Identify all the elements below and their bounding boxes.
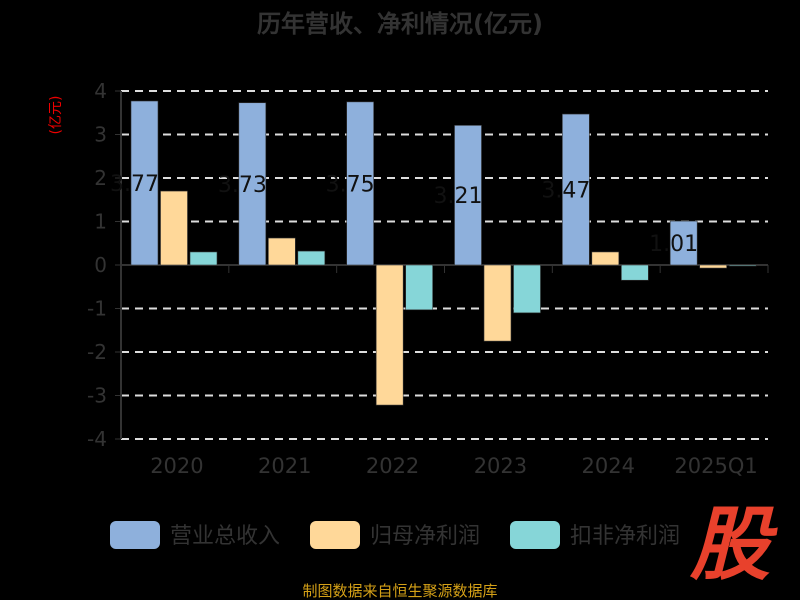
legend-swatch: [510, 521, 560, 549]
bar-1: [591, 251, 620, 266]
y-tick-label: -1: [87, 297, 107, 321]
x-tick-label: 2020: [150, 454, 203, 478]
bar-2: [513, 264, 541, 314]
bar-0: [454, 125, 482, 266]
y-tick-label: 4: [94, 79, 107, 103]
x-tick-label: 2024: [582, 454, 635, 478]
y-tick-label: 1: [94, 210, 107, 234]
legend-label[interactable]: 营业总收入: [170, 524, 280, 549]
x-tick-label: 2023: [474, 454, 527, 478]
data-label: 1.01: [649, 232, 698, 257]
x-tick-label: 2021: [258, 454, 311, 478]
bar-1: [160, 190, 188, 266]
y-tick-label: -4: [87, 427, 107, 451]
bar-0: [669, 220, 698, 266]
bar-0: [562, 113, 590, 266]
bar-2: [297, 250, 326, 266]
chart-title: 历年营收、净利情况(亿元): [257, 10, 543, 38]
bar-2: [189, 251, 218, 266]
legend-swatch: [110, 521, 160, 549]
bar-0: [238, 102, 267, 266]
data-label: 3.75: [326, 172, 375, 197]
bar-1: [699, 264, 727, 269]
bar-1: [483, 264, 512, 342]
bar-1: [375, 264, 404, 406]
y-tick-label: -3: [87, 384, 107, 408]
y-tick-label: 0: [94, 253, 107, 277]
data-label: 3.21: [434, 184, 483, 209]
data-label: 3.77: [110, 172, 159, 197]
bar-2: [405, 264, 433, 311]
legend-label[interactable]: 归母净利润: [370, 524, 480, 549]
bar-1: [268, 237, 296, 266]
legend-swatch: [310, 521, 360, 549]
bar-2: [728, 264, 757, 267]
y-tick-label: 3: [94, 123, 107, 147]
bar-2: [621, 264, 649, 281]
bar-0: [346, 101, 374, 266]
logo: 股: [690, 498, 770, 591]
source-note: 制图数据来自恒生聚源数据库: [302, 582, 497, 600]
data-label: 3.47: [541, 179, 590, 204]
y-tick-label: -2: [87, 340, 107, 364]
data-label: 3.73: [218, 173, 267, 198]
y-axis-label: (亿元): [48, 96, 64, 135]
x-tick-label: 2025Q1: [674, 454, 757, 478]
y-tick-label: 2: [94, 166, 107, 190]
legend-label[interactable]: 扣非净利润: [570, 524, 680, 549]
bar-0: [130, 100, 159, 266]
x-tick-label: 2022: [366, 454, 419, 478]
